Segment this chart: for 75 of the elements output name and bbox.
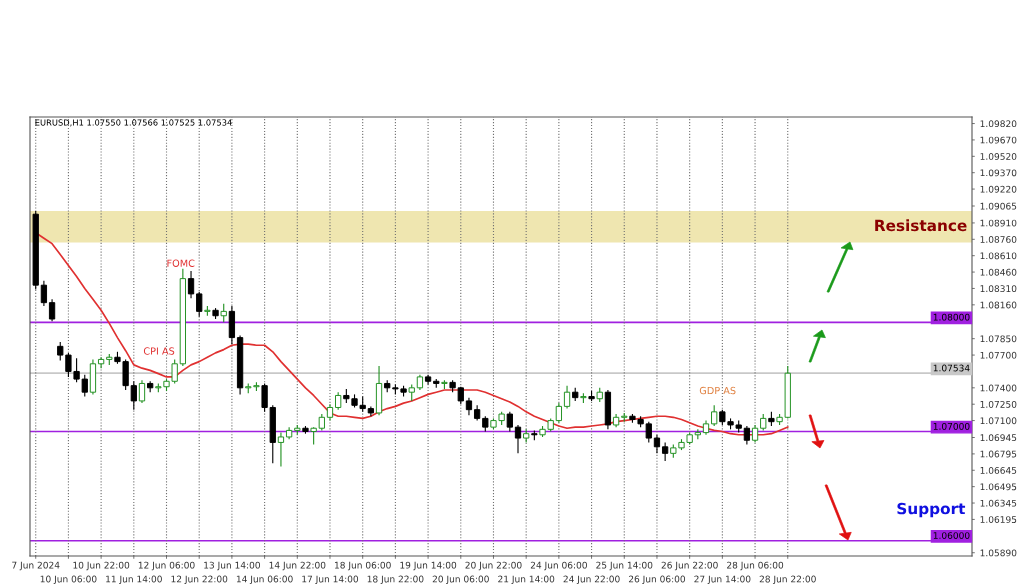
x-tick-label: 24 Jun 06:00 <box>530 561 587 571</box>
x-tick-label: 10 Jun 06:00 <box>40 575 97 585</box>
y-tick-label: 1.09370 <box>980 169 1017 177</box>
x-tick-label: 17 Jun 14:00 <box>302 575 359 585</box>
candlestick <box>555 402 563 424</box>
x-tick-label: 20 Jun 22:00 <box>465 561 522 571</box>
y-tick-label: 1.09220 <box>980 185 1017 193</box>
annotation: CPI AS <box>143 347 175 355</box>
y-tick-label: 1.06945 <box>980 434 1017 442</box>
y-tick-label: 1.07850 <box>980 335 1017 343</box>
candlestick <box>711 404 718 427</box>
y-tick-label: 1.05890 <box>980 549 1017 557</box>
y-tick-label: 1.09670 <box>980 136 1017 144</box>
candlestick <box>506 411 513 433</box>
ref-line-label: 1.07000 <box>933 422 970 430</box>
x-tick-label: 26 Jun 22:00 <box>661 561 718 571</box>
y-tick-label: 1.08910 <box>980 219 1017 227</box>
candlestick <box>97 356 105 369</box>
y-tick-label: 1.06645 <box>980 467 1017 474</box>
ref-line-label: 1.06000 <box>933 532 970 539</box>
y-tick-label: 1.09820 <box>980 120 1017 128</box>
ref-line-label: 1.07534 <box>933 364 970 372</box>
chart-title: EURUSD,H1 1.07550 1.07566 1.07525 1.07534 <box>35 119 232 127</box>
x-tick-label: 12 Jun 22:00 <box>171 575 228 585</box>
x-tick-label: 12 Jun 06:00 <box>138 561 195 571</box>
x-tick-label: 19 Jun 14:00 <box>400 561 457 571</box>
candlestick <box>138 379 146 404</box>
text: Support <box>897 502 966 518</box>
annotation: GDP AS <box>699 386 736 395</box>
y-tick-label: 1.07250 <box>980 400 1017 408</box>
y-tick-label: 1.09520 <box>980 153 1017 160</box>
candlestick <box>277 432 285 468</box>
x-tick-label: 28 Jun 22:00 <box>759 575 816 585</box>
x-tick-label: 14 Jun 06:00 <box>236 575 293 585</box>
x-tick-label: 25 Jun 14:00 <box>596 561 653 571</box>
x-tick-label: 24 Jun 22:00 <box>563 575 620 585</box>
y-tick-label: 1.08160 <box>980 301 1017 309</box>
band-label: Resistance <box>875 219 967 232</box>
x-tick-label: 18 Jun 22:00 <box>367 575 424 585</box>
y-tick-label: 1.06345 <box>980 499 1017 507</box>
x-tick-label: 26 Jun 06:00 <box>628 575 686 585</box>
y-tick-label: 1.06495 <box>980 483 1017 491</box>
candlestick <box>48 298 56 322</box>
candlestick <box>187 270 195 299</box>
x-tick-label: 20 Jun 06:00 <box>432 575 489 585</box>
y-tick-label: 1.09065 <box>980 202 1017 210</box>
candlestick <box>653 434 661 454</box>
x-tick-label: 7 Jun 2024 <box>12 561 60 571</box>
y-tick-label: 1.08310 <box>980 285 1017 293</box>
x-tick-label: 28 Jun 06:00 <box>727 561 784 571</box>
candlestick <box>743 425 751 446</box>
y-tick-label: 1.08760 <box>980 236 1017 243</box>
candlestick <box>661 441 669 462</box>
candlestick <box>514 424 522 454</box>
ref-line-label: 1.08000 <box>933 313 970 321</box>
candlestick <box>220 303 227 323</box>
x-tick-label: 13 Jun 14:00 <box>204 561 260 571</box>
y-tick-label: 1.06795 <box>980 450 1017 458</box>
y-tick-label: 1.07400 <box>980 384 1017 392</box>
x-tick-label: 11 Jun 14:00 <box>106 575 162 585</box>
candlestick <box>563 385 571 410</box>
annotation: FOMC <box>167 259 195 267</box>
y-tick-label: 1.07700 <box>980 351 1017 359</box>
candlestick <box>196 291 203 318</box>
x-tick-label: 21 Jun 14:00 <box>498 575 555 585</box>
candlestick <box>130 380 137 411</box>
x-tick-label: 14 Jun 22:00 <box>269 561 326 571</box>
y-tick-label: 1.08610 <box>980 252 1017 260</box>
y-tick-label: 1.08460 <box>980 268 1017 276</box>
x-tick-label: 10 Jun 22:00 <box>73 561 130 571</box>
x-tick-label: 18 Jun 06:00 <box>335 561 391 571</box>
candlestick <box>40 280 48 307</box>
x-tick-label: 27 Jun 14:00 <box>694 575 751 585</box>
y-tick-label: 1.07100 <box>980 417 1017 425</box>
y-tick-label: 1.06195 <box>980 516 1017 523</box>
